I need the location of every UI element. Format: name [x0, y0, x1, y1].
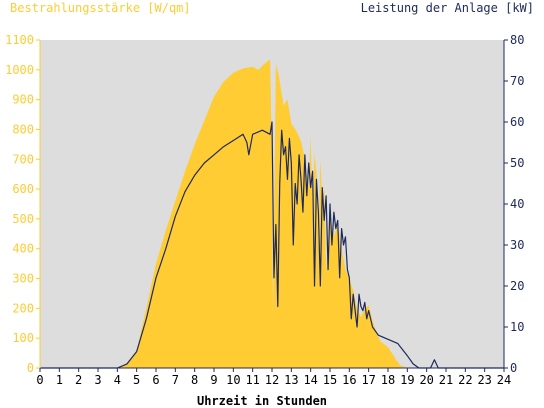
x-tick-label: 8	[191, 373, 198, 387]
x-tick-label: 22	[458, 373, 472, 387]
x-tick-label: 19	[400, 373, 414, 387]
x-tick-label: 4	[114, 373, 121, 387]
left-tick-label: 900	[12, 93, 34, 107]
right-axis-title: Leistung der Anlage [kW]	[361, 1, 534, 15]
right-tick-label: 10	[510, 320, 524, 334]
x-tick-label: 24	[497, 373, 511, 387]
x-axis-label: Uhrzeit in Stunden	[197, 394, 327, 408]
right-tick-label: 70	[510, 74, 524, 88]
x-tick-label: 7	[172, 373, 179, 387]
left-tick-label: 700	[12, 152, 34, 166]
x-tick-label: 17	[361, 373, 375, 387]
right-tick-label: 0	[510, 361, 517, 375]
x-tick-label: 0	[36, 373, 43, 387]
x-tick-label: 9	[210, 373, 217, 387]
right-tick-label: 50	[510, 156, 524, 170]
x-tick-label: 11	[245, 373, 259, 387]
left-tick-label: 1100	[5, 33, 34, 47]
x-tick-label: 16	[342, 373, 356, 387]
x-tick-label: 12	[265, 373, 279, 387]
right-tick-label: 60	[510, 115, 524, 129]
left-tick-label: 100	[12, 331, 34, 345]
left-tick-label: 500	[12, 212, 34, 226]
x-tick-label: 1	[56, 373, 63, 387]
right-tick-label: 30	[510, 238, 524, 252]
left-tick-label: 0	[27, 361, 34, 375]
series-power-line	[40, 121, 504, 369]
right-tick-label: 20	[510, 279, 524, 293]
left-tick-label: 600	[12, 182, 34, 196]
left-tick-label: 200	[12, 301, 34, 315]
x-tick-label: 2	[75, 373, 82, 387]
x-tick-label: 18	[381, 373, 395, 387]
x-tick-label: 13	[284, 373, 298, 387]
right-tick-label: 80	[510, 33, 524, 47]
series-irradiance-area	[117, 59, 427, 368]
x-tick-label: 6	[152, 373, 159, 387]
left-tick-label: 300	[12, 272, 34, 286]
left-axis-title: Bestrahlungsstärke [W/qm]	[10, 1, 191, 15]
x-tick-label: 21	[439, 373, 453, 387]
x-tick-label: 15	[323, 373, 337, 387]
right-tick-label: 40	[510, 197, 524, 211]
x-tick-label: 20	[419, 373, 433, 387]
x-tick-label: 3	[94, 373, 101, 387]
left-tick-label: 800	[12, 122, 34, 136]
x-tick-label: 5	[133, 373, 140, 387]
left-tick-label: 1000	[5, 63, 34, 77]
x-tick-label: 14	[303, 373, 317, 387]
x-tick-label: 23	[477, 373, 491, 387]
left-tick-label: 400	[12, 242, 34, 256]
x-tick-label: 10	[226, 373, 240, 387]
